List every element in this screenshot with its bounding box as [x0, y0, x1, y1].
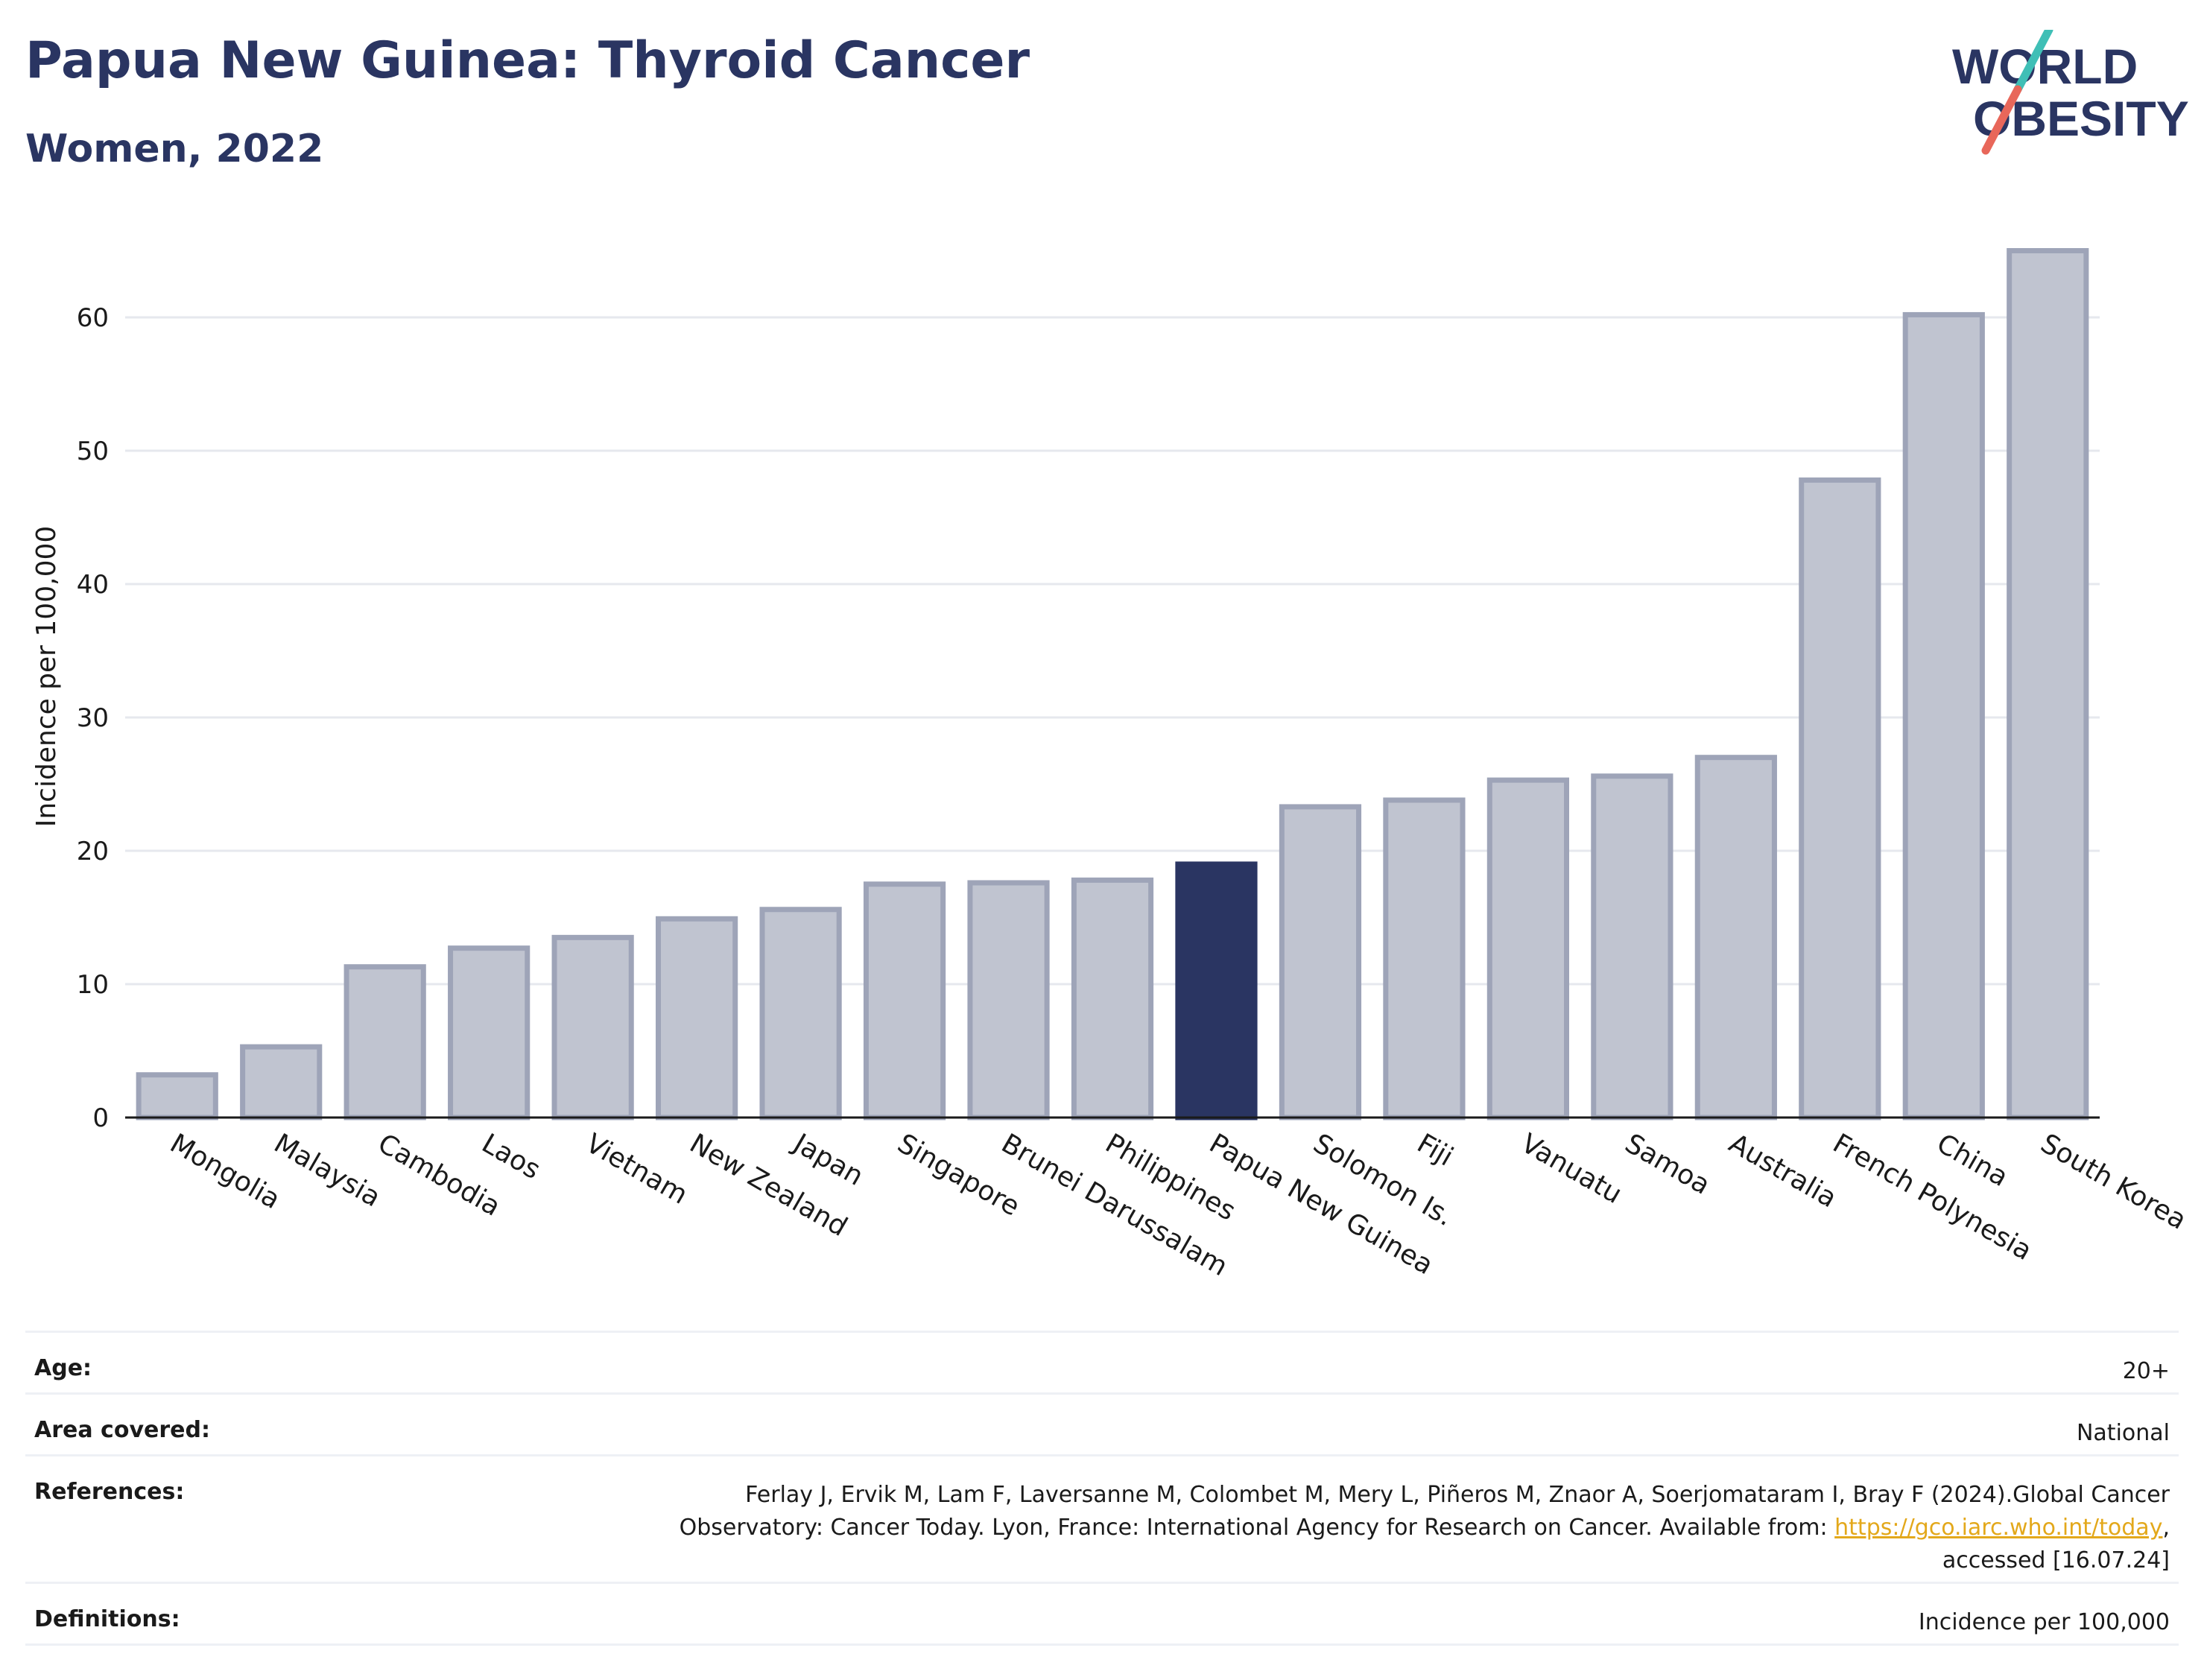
bar: [551, 934, 634, 1120]
bar: [1694, 755, 1777, 1120]
references-line-2-text: Observatory: Cancer Today. Lyon, France:…: [679, 1515, 1835, 1541]
y-tick-label: 30: [77, 703, 109, 733]
bar: [136, 1072, 218, 1120]
definitions-label: Definitions:: [34, 1606, 180, 1632]
world-obesity-logo: WORLD OBESITY: [1952, 30, 2189, 155]
x-tick-label: China: [1931, 1128, 2013, 1193]
x-tick-label: French Polynesia: [1828, 1128, 2037, 1267]
info-row-definitions: Definitions: Incidence per 100,000: [25, 1582, 2179, 1646]
bar: [863, 881, 946, 1120]
x-tick-label: Vietnam: [580, 1128, 692, 1211]
x-tick-label: Mongolia: [165, 1128, 285, 1215]
x-tick-label: Fiji: [1412, 1128, 1458, 1173]
references-line-1: Ferlay J, Ervik M, Lam F, Laversanne M, …: [745, 1482, 2170, 1508]
references-line-2-end: ,: [2162, 1515, 2170, 1541]
x-tick-label: Samoa: [1620, 1128, 1715, 1201]
bar: [1486, 777, 1569, 1120]
info-row-references: References: Ferlay J, Ervik M, Lam F, La…: [25, 1454, 2179, 1582]
y-tick-label: 20: [77, 837, 109, 866]
bar: [1383, 797, 1466, 1120]
age-label: Age:: [34, 1355, 92, 1381]
bar: [967, 880, 1050, 1120]
y-axis-label: Incidence per 100,000: [31, 526, 62, 828]
bar: [1279, 804, 1362, 1120]
y-tick-label: 50: [77, 437, 109, 466]
bar: [1071, 877, 1154, 1120]
y-tick-label: 40: [77, 570, 109, 600]
y-tick-label: 0: [92, 1103, 109, 1133]
definitions-value: Incidence per 100,000: [1918, 1609, 2170, 1635]
bar: [759, 907, 842, 1120]
x-tick-label: Malaysia: [269, 1128, 386, 1213]
age-value: 20+: [2122, 1358, 2170, 1384]
bar-chart: 0102030405060MongoliaMalaysiaCambodiaLao…: [31, 248, 2191, 1282]
info-row-area: Area covered: National: [25, 1392, 2179, 1454]
y-tick-label: 60: [77, 303, 109, 333]
references-label: References:: [34, 1479, 185, 1505]
bar: [1902, 311, 1985, 1120]
x-tick-label: Japan: [787, 1127, 868, 1192]
area-label: Area covered:: [34, 1417, 210, 1443]
x-tick-label: Laos: [477, 1128, 545, 1185]
bar-highlight: [1175, 861, 1258, 1120]
area-value: National: [2076, 1420, 2170, 1446]
chart-title: Papua New Guinea: Thyroid Cancer: [25, 31, 1030, 90]
references-line-2: Observatory: Cancer Today. Lyon, France:…: [680, 1512, 2170, 1544]
bar: [2007, 248, 2089, 1120]
info-row-age: Age: 20+: [25, 1331, 2179, 1392]
logo-slash-top: [2013, 30, 2053, 94]
x-tick-label: South Korea: [2036, 1128, 2191, 1236]
logo-slash-bottom: [1981, 85, 2022, 155]
references-value: Ferlay J, Ervik M, Lam F, Laversanne M, …: [680, 1479, 2170, 1577]
info-table: Age: 20+ Area covered: National Referenc…: [25, 1331, 2179, 1646]
bar: [448, 945, 531, 1120]
bar: [343, 964, 426, 1120]
logo-text-world: WORLD: [1952, 39, 2138, 94]
bar: [656, 916, 738, 1120]
references-link[interactable]: https://gco.iarc.who.int/today: [1834, 1515, 2163, 1541]
bar: [1591, 773, 1673, 1120]
x-tick-label: Vanuatu: [1516, 1128, 1627, 1210]
references-line-3: accessed [16.07.24]: [1942, 1547, 2170, 1573]
chart-subtitle: Women, 2022: [25, 127, 324, 171]
y-tick-label: 10: [77, 970, 109, 1000]
x-tick-label: Australia: [1723, 1128, 1841, 1214]
bar: [240, 1044, 323, 1120]
bar: [1799, 477, 1881, 1120]
